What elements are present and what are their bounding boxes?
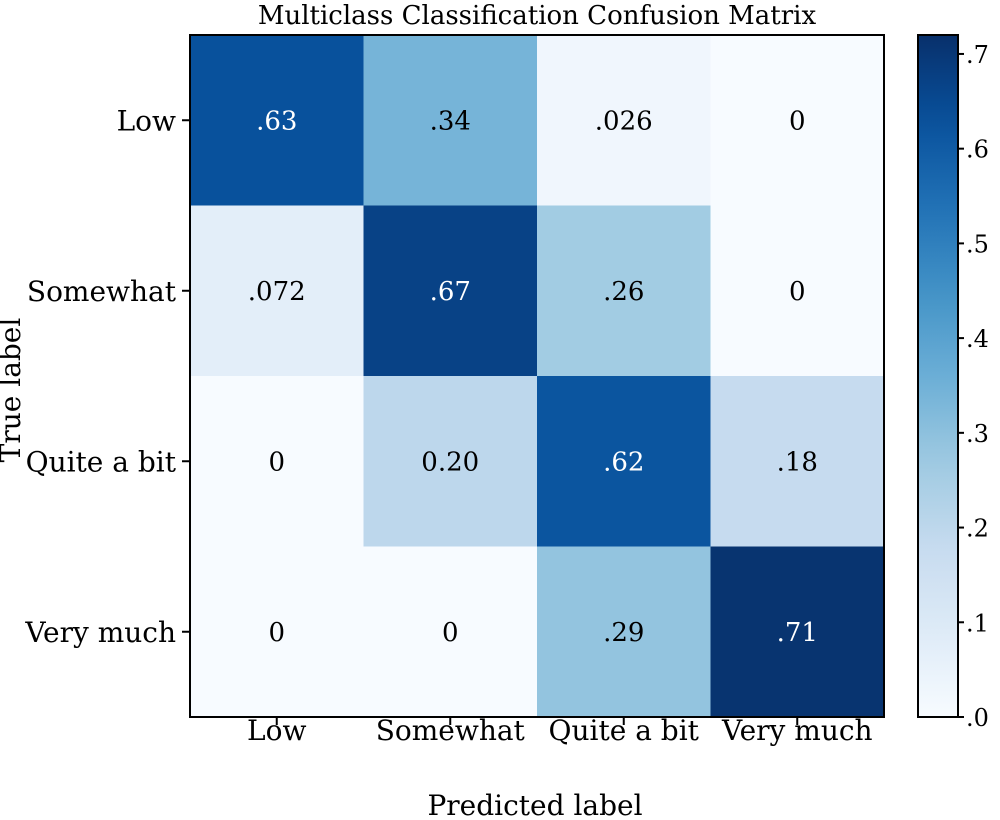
heatmap-cell-labels: .63 .34 .026 0 .072 .67 .26 0 0 0.20 .62 .18 0 0 .29 .7… [248,106,818,648]
cell-value-label: .072 [248,277,306,307]
heatmap-cell [710,546,885,718]
cell-value-label: .026 [595,106,653,136]
x-axis-ticks: Low Somewhat Quite a bit Very much [247,714,873,747]
heatmap-cell [537,205,711,377]
cell-value-label: .62 [603,447,644,477]
heatmap-cell [363,205,538,377]
y-tick-label: Low [117,104,176,137]
colorbar-tick-label: .6 [966,136,989,164]
colorbar-tick-label: .1 [966,609,989,637]
x-tick-label: Low [247,714,306,747]
colorbar-tick-label: .7 [966,41,989,69]
x-axis-label: Predicted label [427,789,642,820]
heatmap-cell [537,376,711,547]
cell-value-label: .29 [603,618,644,648]
heatmap-cell [363,35,538,206]
colorbar-tick-label: .3 [966,420,989,448]
y-axis-label: True label [0,318,27,463]
cell-value-label: 0 [268,447,285,477]
cell-value-label: .67 [430,277,471,307]
chart-title: Multiclass Classification Confusion Matr… [258,1,817,31]
cell-value-label: .26 [603,277,644,307]
x-tick-label: Very much [721,714,873,747]
heatmap-cell [710,205,885,377]
y-tick-label: Very much [24,616,176,649]
heatmap-cell [363,376,538,547]
x-tick-label: Quite a bit [549,714,700,747]
colorbar-tick-label: .5 [966,230,989,258]
heatmap-cells [190,35,885,718]
colorbar-tick-label: .0 [966,704,989,732]
heatmap-cell [537,546,711,718]
colorbar [917,34,959,718]
heatmap-cell [710,376,885,547]
cell-value-label: 0 [268,618,285,648]
heatmap-cell [190,35,364,206]
cell-value-label: .18 [777,447,818,477]
heatmap-cell [363,546,538,718]
cell-value-label: 0.20 [421,447,479,477]
y-tick-label: Somewhat [27,275,177,308]
cell-value-label: 0 [442,618,459,648]
cell-value-label: .71 [777,618,818,648]
heatmap-cell [710,35,885,206]
heatmap-cell [537,35,711,206]
y-tick-label: Quite a bit [26,445,177,478]
plot-frame [189,34,885,718]
colorbar-tick-label: .4 [966,325,989,353]
heatmap-cell [190,205,364,377]
heatmap-cell [190,546,364,718]
cell-value-label: 0 [789,106,806,136]
colorbar-ticks: .0 .1 .2 .3 .4 .5 .6 .7 [958,41,989,732]
y-axis-ticks: Low Somewhat Quite a bit Very much [24,104,190,649]
x-tick-label: Somewhat [376,714,526,747]
cell-value-label: .34 [430,106,471,136]
cell-value-label: .63 [256,106,297,136]
colorbar-tick-label: .2 [966,515,989,543]
heatmap-cell [190,376,364,547]
cell-value-label: 0 [789,277,806,307]
